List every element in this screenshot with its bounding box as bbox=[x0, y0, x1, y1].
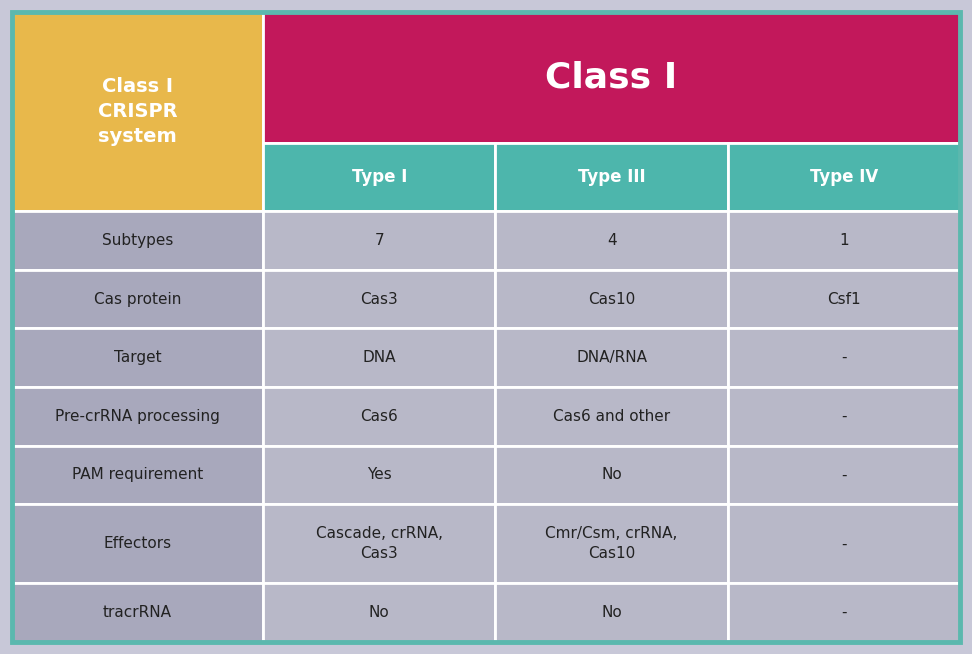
Bar bbox=[263, 12, 960, 143]
Text: -: - bbox=[841, 605, 847, 620]
Text: PAM requirement: PAM requirement bbox=[72, 468, 203, 483]
Bar bbox=[12, 12, 263, 211]
Bar bbox=[728, 143, 960, 211]
Bar bbox=[496, 504, 728, 583]
Bar bbox=[263, 583, 496, 642]
Text: Effectors: Effectors bbox=[104, 536, 172, 551]
Bar bbox=[496, 143, 728, 211]
Bar bbox=[12, 387, 263, 445]
Text: 1: 1 bbox=[839, 233, 849, 248]
Bar bbox=[263, 269, 496, 328]
Bar bbox=[12, 504, 263, 583]
Bar bbox=[728, 445, 960, 504]
Text: Class I: Class I bbox=[545, 61, 677, 95]
Text: Target: Target bbox=[114, 350, 161, 365]
Text: -: - bbox=[841, 409, 847, 424]
Bar bbox=[12, 328, 263, 387]
Bar bbox=[728, 504, 960, 583]
Bar bbox=[12, 583, 263, 642]
Text: Cas6: Cas6 bbox=[361, 409, 399, 424]
Bar bbox=[496, 387, 728, 445]
Text: Yes: Yes bbox=[367, 468, 392, 483]
Bar bbox=[728, 328, 960, 387]
Bar bbox=[496, 328, 728, 387]
Bar bbox=[728, 583, 960, 642]
Bar bbox=[496, 583, 728, 642]
Text: Cas3: Cas3 bbox=[361, 292, 399, 307]
Text: Cas6 and other: Cas6 and other bbox=[553, 409, 670, 424]
Text: No: No bbox=[369, 605, 390, 620]
Text: Pre-crRNA processing: Pre-crRNA processing bbox=[55, 409, 220, 424]
Text: Type I: Type I bbox=[352, 168, 407, 186]
Text: -: - bbox=[841, 350, 847, 365]
Text: Cas protein: Cas protein bbox=[94, 292, 182, 307]
Text: 4: 4 bbox=[607, 233, 616, 248]
Bar bbox=[263, 445, 496, 504]
Text: Class I
CRISPR
system: Class I CRISPR system bbox=[98, 77, 178, 146]
Text: Cmr/Csm, crRNA,
Cas10: Cmr/Csm, crRNA, Cas10 bbox=[545, 526, 677, 561]
Text: No: No bbox=[602, 605, 622, 620]
Text: -: - bbox=[841, 468, 847, 483]
Bar bbox=[263, 143, 496, 211]
Text: tracrRNA: tracrRNA bbox=[103, 605, 172, 620]
Text: No: No bbox=[602, 468, 622, 483]
Bar bbox=[263, 387, 496, 445]
Bar bbox=[12, 445, 263, 504]
Bar bbox=[728, 269, 960, 328]
Text: Csf1: Csf1 bbox=[827, 292, 860, 307]
Bar bbox=[728, 211, 960, 269]
Bar bbox=[263, 504, 496, 583]
Text: Type III: Type III bbox=[577, 168, 645, 186]
Bar bbox=[496, 269, 728, 328]
Text: DNA/RNA: DNA/RNA bbox=[576, 350, 647, 365]
Bar bbox=[263, 211, 496, 269]
Bar bbox=[496, 445, 728, 504]
Bar bbox=[12, 211, 263, 269]
Text: Cascade, crRNA,
Cas3: Cascade, crRNA, Cas3 bbox=[316, 526, 443, 561]
Text: Subtypes: Subtypes bbox=[102, 233, 173, 248]
Text: Cas10: Cas10 bbox=[588, 292, 636, 307]
Text: DNA: DNA bbox=[363, 350, 397, 365]
Bar bbox=[263, 328, 496, 387]
Bar bbox=[728, 387, 960, 445]
Text: Type IV: Type IV bbox=[810, 168, 878, 186]
Text: -: - bbox=[841, 536, 847, 551]
Bar bbox=[12, 269, 263, 328]
Text: 7: 7 bbox=[374, 233, 384, 248]
Bar bbox=[496, 211, 728, 269]
